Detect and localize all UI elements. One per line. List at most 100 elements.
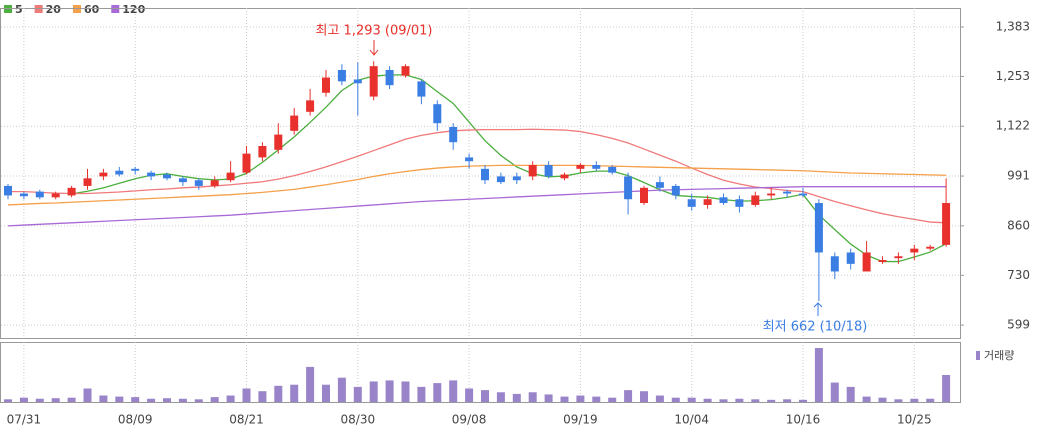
volume-bar <box>163 398 171 402</box>
volume-panel <box>0 342 961 403</box>
candle-body <box>481 168 489 181</box>
volume-bar <box>51 398 60 402</box>
candle-body <box>274 134 283 150</box>
y-tick-label: 1,383 <box>996 20 1030 34</box>
legend-label: 5 <box>15 3 23 16</box>
volume-bar <box>465 388 474 402</box>
candle-body <box>894 256 903 259</box>
y-tick-label: 730 <box>1007 268 1030 282</box>
volume-bar <box>687 397 696 402</box>
legend-label: 60 <box>84 3 100 16</box>
volume-bar <box>496 392 505 402</box>
volume-bar <box>306 366 315 402</box>
low-arrow <box>813 302 823 316</box>
candle-body <box>226 172 235 181</box>
candle-body <box>544 165 553 177</box>
volume-bar <box>528 392 537 402</box>
high-arrow <box>369 40 379 56</box>
volume-bar <box>210 397 219 402</box>
x-tick-label: 10/04 <box>674 413 709 427</box>
x-tick-label: 08/21 <box>229 413 264 427</box>
volume-bar <box>178 398 187 402</box>
volume-bar <box>671 397 680 402</box>
candle-body <box>878 260 887 262</box>
candle-body <box>814 203 823 253</box>
candle-body <box>433 104 442 124</box>
candle-body <box>163 174 171 179</box>
candle-body <box>862 252 871 272</box>
volume-bar <box>385 380 394 402</box>
volume-bar <box>433 383 442 402</box>
candle-body <box>19 193 28 197</box>
candle-body <box>496 176 505 183</box>
x-tick-label: 09/08 <box>452 413 487 427</box>
x-tick-label: 09/19 <box>563 413 598 427</box>
volume-bar <box>322 384 330 402</box>
volume-bar <box>369 381 378 402</box>
volume-bar <box>878 397 887 402</box>
volume-bar <box>735 398 744 402</box>
x-tick-label: 10/16 <box>786 413 821 427</box>
volume-bar <box>640 391 648 402</box>
candle-body <box>401 66 410 76</box>
candle-body <box>35 191 44 198</box>
x-tick-label: 08/09 <box>118 413 153 427</box>
candle-body <box>147 172 156 177</box>
candle-body <box>655 182 664 188</box>
volume-bar <box>846 386 855 402</box>
legend-label: 20 <box>46 3 62 16</box>
volume-bar <box>337 377 346 402</box>
candle-body <box>449 126 458 143</box>
candle-body <box>242 153 251 173</box>
candle-body <box>131 168 140 171</box>
candle-body <box>67 187 76 196</box>
y-tick-label: 1,122 <box>996 119 1030 133</box>
volume-bar <box>115 396 124 402</box>
candle-body <box>767 193 776 196</box>
volume-legend-swatch <box>976 351 980 360</box>
volume-bar <box>290 384 299 402</box>
ma-line <box>7 186 947 227</box>
volume-bar <box>926 398 935 402</box>
volume-bar <box>226 395 235 402</box>
candle-body <box>910 248 919 253</box>
candle-body <box>369 66 378 97</box>
legend: 5 20 60 120 <box>4 3 146 16</box>
x-tick-label: 08/30 <box>341 413 376 427</box>
candle-body <box>322 77 330 93</box>
ma-line <box>7 164 947 206</box>
candle-body <box>178 178 187 183</box>
candle-body <box>783 191 792 194</box>
candle-body <box>640 187 648 204</box>
candle-body <box>608 166 617 173</box>
volume-bar <box>862 396 871 402</box>
candle-body <box>465 157 474 162</box>
volume-bar <box>4 399 12 402</box>
volume-bar <box>703 398 712 402</box>
price-panel <box>0 8 961 339</box>
volume-bar <box>67 397 76 402</box>
volume-bar <box>624 390 633 402</box>
volume-bar <box>147 398 156 402</box>
volume-bar <box>942 375 951 402</box>
candle-body <box>306 100 315 112</box>
candle-body <box>703 199 712 205</box>
candle-body <box>51 193 60 198</box>
volume-bar <box>830 382 839 402</box>
x-tick-label: 10/25 <box>897 413 932 427</box>
volume-bar <box>592 396 601 402</box>
volume-bar <box>449 380 458 402</box>
candle-body <box>592 165 601 169</box>
volume-bar <box>512 393 521 402</box>
high-annotation: 최고 1,293 (09/01) <box>315 24 432 39</box>
candle-body <box>512 176 521 181</box>
candle-body <box>83 178 92 186</box>
volume-bar <box>751 399 760 402</box>
candle-body <box>830 256 839 272</box>
candle-body <box>194 180 203 186</box>
candle-body <box>926 246 935 249</box>
legend-label: 120 <box>122 3 145 16</box>
volume-bar <box>783 399 792 402</box>
candle-body <box>942 203 951 245</box>
candle-body <box>417 81 426 97</box>
